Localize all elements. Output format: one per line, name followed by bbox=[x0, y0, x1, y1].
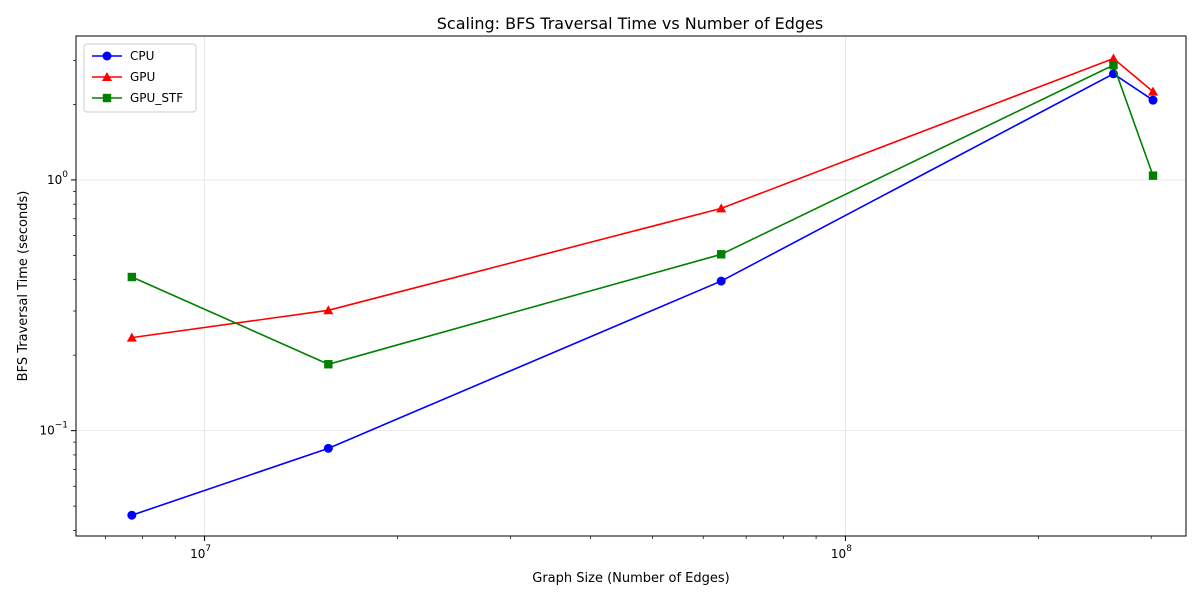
y-tick-label-exponent: −1 bbox=[55, 421, 68, 431]
legend-frame bbox=[83, 43, 197, 113]
x-tick-label-exponent: 7 bbox=[205, 544, 211, 554]
legend-label-gpu-stf: GPU_STF bbox=[130, 91, 183, 105]
grid-lines bbox=[76, 36, 1186, 536]
legend-entry-cpu: CPU bbox=[92, 49, 154, 63]
series-layer bbox=[126, 53, 1159, 520]
data-point-cpu bbox=[716, 276, 726, 286]
data-point-gpu-stf bbox=[324, 360, 333, 369]
legend-marker-cpu bbox=[102, 51, 112, 61]
x-tick-label-exponent: 8 bbox=[846, 544, 852, 554]
x-tick-label-base: 10 bbox=[831, 547, 846, 561]
data-point-gpu bbox=[1108, 53, 1119, 63]
x-tick-label: 108 bbox=[831, 544, 852, 561]
data-point-gpu-stf bbox=[1148, 171, 1158, 180]
data-point-gpu bbox=[323, 305, 334, 315]
legend-marker-gpu bbox=[102, 72, 112, 81]
series-gpu-stf bbox=[127, 60, 1158, 369]
legend-label-gpu: GPU bbox=[130, 70, 155, 84]
y-tick-label-exponent: 0 bbox=[62, 170, 68, 180]
y-tick-label: 10−1 bbox=[39, 421, 68, 438]
data-point-gpu bbox=[1148, 86, 1159, 96]
data-point-gpu bbox=[716, 203, 727, 213]
data-point-gpu-stf bbox=[717, 250, 726, 259]
data-point-gpu-stf bbox=[127, 272, 137, 282]
legend-label-cpu: CPU bbox=[130, 49, 154, 63]
legend-marker-gpu-stf bbox=[102, 93, 112, 103]
data-point-gpu-stf bbox=[1109, 60, 1118, 70]
chart-title: Scaling: BFS Traversal Time vs Number of… bbox=[437, 14, 824, 33]
plot-frame bbox=[75, 35, 1187, 537]
y-tick-label: 100 bbox=[47, 170, 68, 187]
data-point-cpu bbox=[323, 443, 333, 453]
x-axis-label: Graph Size (Number of Edges) bbox=[532, 571, 729, 586]
data-point-gpu bbox=[126, 332, 137, 342]
legend: CPU GPU GPU_STF bbox=[83, 43, 197, 113]
series-gpu bbox=[126, 53, 1159, 342]
x-tick-label: 107 bbox=[190, 544, 211, 561]
y-tick-label-base: 10 bbox=[47, 173, 62, 187]
x-tick-label-base: 10 bbox=[190, 547, 205, 561]
y-tick-label-base: 10 bbox=[39, 424, 54, 438]
legend-entry-gpu: GPU bbox=[92, 70, 155, 84]
data-point-cpu bbox=[127, 510, 137, 520]
legend-entry-gpu-stf: GPU_STF bbox=[92, 91, 183, 105]
y-axis-label: BFS Traversal Time (seconds) bbox=[16, 191, 31, 382]
data-point-cpu bbox=[1148, 95, 1158, 105]
